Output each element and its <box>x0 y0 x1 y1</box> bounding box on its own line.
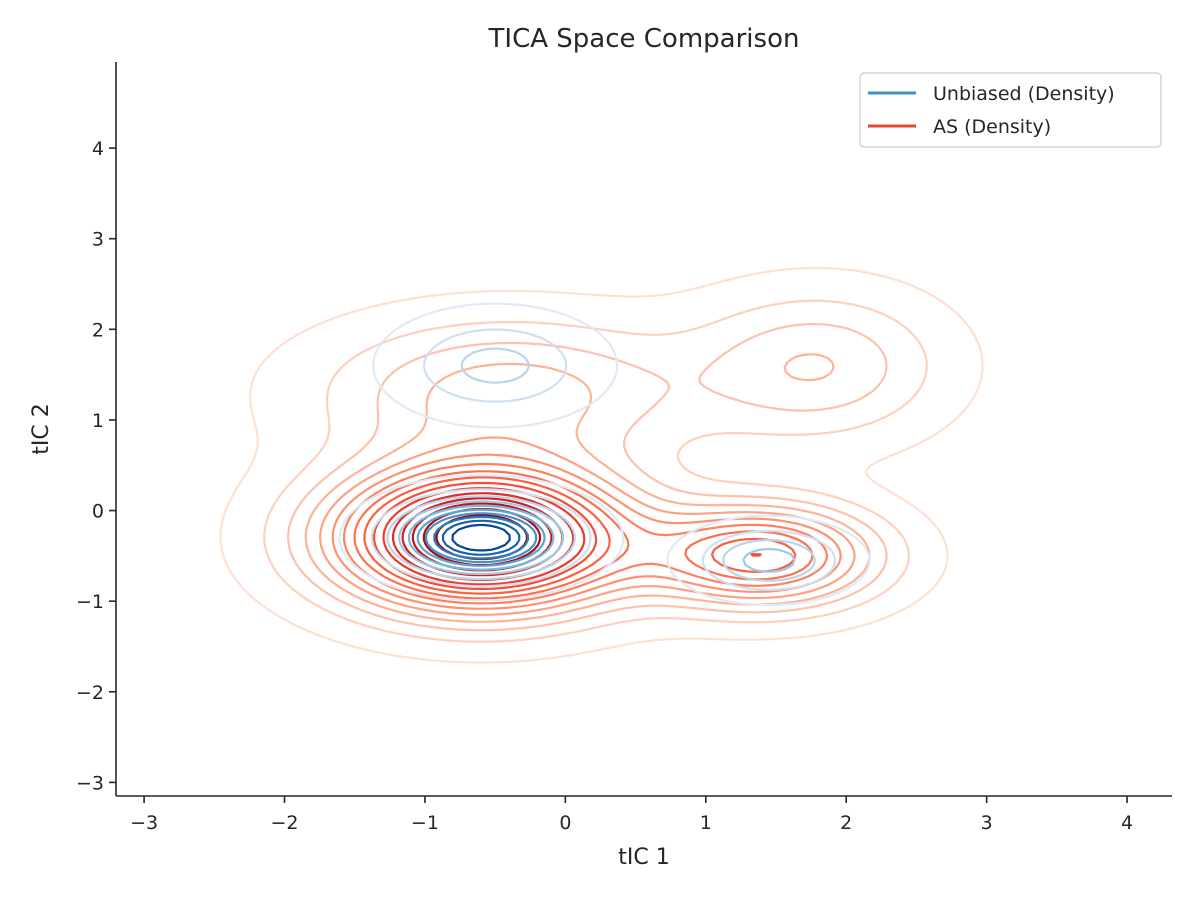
contour-line <box>416 508 546 567</box>
y-tick-label: −3 <box>76 772 104 794</box>
x-tick-label: 3 <box>981 812 993 834</box>
x-tick-label: −1 <box>411 812 439 834</box>
contour-line <box>451 523 511 552</box>
contour-line <box>338 302 871 607</box>
legend-label-as: AS (Density) <box>933 116 1051 138</box>
x-tick-label: 4 <box>1121 812 1133 834</box>
y-tick-label: −1 <box>76 591 104 613</box>
contour-line <box>304 353 871 623</box>
legend: Unbiased (Density) AS (Density) <box>859 72 1162 148</box>
contour-line <box>433 515 530 560</box>
chart-title: TICA Space Comparison <box>488 24 800 54</box>
plot-area <box>219 266 984 664</box>
x-tick-label: 2 <box>840 812 852 834</box>
x-tick-label: 0 <box>559 812 571 834</box>
y-tick-label: 1 <box>92 410 104 432</box>
contour-line <box>441 519 521 556</box>
contour-line <box>386 347 816 582</box>
series-as-contours <box>219 266 984 664</box>
x-tick-label: −3 <box>130 812 158 834</box>
contour-line <box>263 299 928 643</box>
x-axis: −3 −2 −1 0 1 2 3 4 <box>130 796 1133 834</box>
contour-line <box>319 436 856 616</box>
y-axis: −3 −2 −1 0 1 2 3 4 <box>76 138 116 794</box>
y-tick-label: −2 <box>76 682 104 704</box>
legend-box <box>859 72 1162 148</box>
contour-line <box>219 266 984 664</box>
x-tick-label: 1 <box>700 812 712 834</box>
contour-line <box>370 328 837 591</box>
contour-line <box>287 323 888 632</box>
y-tick-label: 0 <box>92 501 104 523</box>
series-unbiased-contours <box>338 302 871 607</box>
y-tick-label: 2 <box>92 319 104 341</box>
x-tick-label: −2 <box>271 812 299 834</box>
y-tick-label: 3 <box>92 229 104 251</box>
contour-line <box>407 504 555 571</box>
y-tick-label: 4 <box>92 138 104 160</box>
contour-line <box>398 500 796 575</box>
contour-line <box>424 512 538 564</box>
y-axis-label: tIC 2 <box>29 403 54 454</box>
x-axis-label: tIC 1 <box>618 845 669 870</box>
legend-label-unbiased: Unbiased (Density) <box>933 83 1115 105</box>
